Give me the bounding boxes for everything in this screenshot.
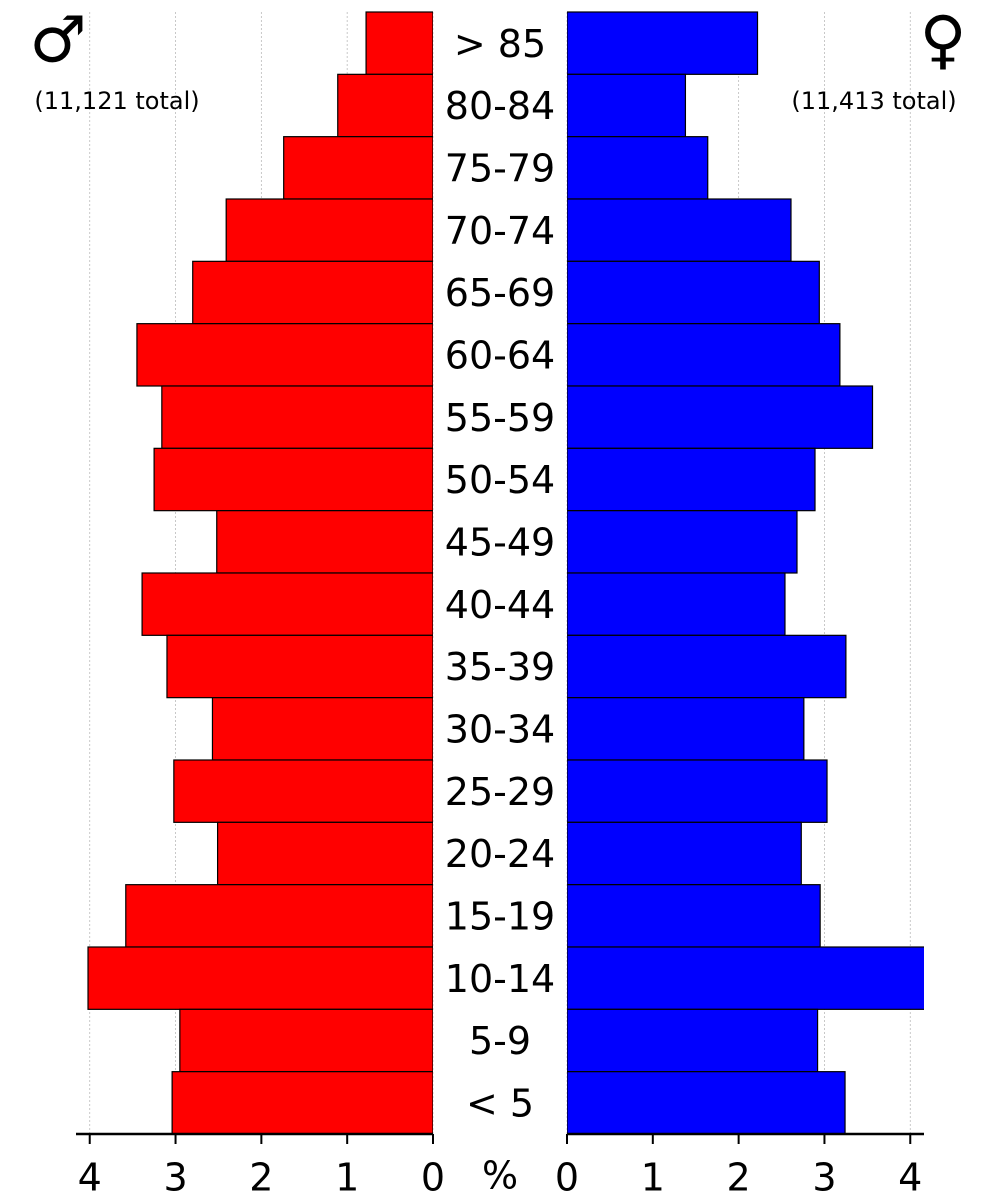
bar bbox=[567, 946, 924, 1010]
bar bbox=[567, 821, 802, 886]
x-tick-label-right: 0 bbox=[555, 1156, 579, 1200]
category-label: 10-14 bbox=[445, 957, 555, 1001]
bar bbox=[567, 385, 874, 449]
x-tick-label-right: 2 bbox=[727, 1156, 751, 1200]
bar bbox=[153, 447, 433, 512]
category-label: 75-79 bbox=[445, 146, 555, 190]
category-label: 35-39 bbox=[445, 645, 555, 689]
legend-male: ♂ bbox=[29, 4, 86, 78]
bar bbox=[567, 1071, 846, 1134]
category-label: < 5 bbox=[466, 1081, 534, 1125]
bar bbox=[567, 572, 786, 636]
bar bbox=[365, 11, 433, 75]
bar bbox=[567, 11, 759, 75]
category-label: 65-69 bbox=[445, 271, 555, 315]
x-tick-label-right: 3 bbox=[812, 1156, 836, 1200]
bar bbox=[567, 136, 709, 200]
male-total: (11,121 total) bbox=[34, 87, 199, 115]
x-tick-label-left: 4 bbox=[78, 1156, 102, 1200]
bar bbox=[87, 946, 433, 1010]
bar bbox=[567, 198, 792, 262]
bar bbox=[567, 697, 805, 761]
x-tick-label-left: 1 bbox=[335, 1156, 359, 1200]
x-tick-label-right: 4 bbox=[898, 1156, 922, 1200]
bar bbox=[211, 697, 433, 761]
category-label: 50-54 bbox=[445, 458, 555, 502]
bar bbox=[567, 323, 841, 387]
bar bbox=[216, 510, 433, 574]
bar bbox=[337, 73, 433, 138]
x-tick-label-right: 1 bbox=[641, 1156, 665, 1200]
bar bbox=[161, 385, 433, 449]
bar bbox=[136, 323, 433, 387]
category-label: 60-64 bbox=[445, 333, 555, 377]
bar bbox=[567, 447, 816, 512]
category-label: 70-74 bbox=[445, 209, 555, 253]
female-total: (11,413 total) bbox=[791, 87, 956, 115]
labels: > 85 80-84 75-79 70-74 65-69 60-64 55-59 50-54 4… bbox=[445, 22, 555, 1126]
x-tick-label-left: 3 bbox=[163, 1156, 187, 1200]
legend-female: ♀ bbox=[920, 4, 967, 78]
axis-label: % bbox=[482, 1154, 518, 1198]
category-label: > 85 bbox=[454, 22, 546, 66]
bar bbox=[141, 572, 433, 636]
bar bbox=[125, 884, 433, 948]
bar bbox=[567, 1008, 819, 1073]
bar bbox=[567, 759, 828, 823]
category-label: 55-59 bbox=[445, 396, 555, 440]
bar bbox=[567, 510, 798, 574]
bar bbox=[173, 759, 433, 823]
x-tick-label-left: 2 bbox=[249, 1156, 273, 1200]
category-label: 5-9 bbox=[469, 1019, 531, 1063]
category-label: 30-34 bbox=[445, 707, 555, 751]
bar bbox=[192, 260, 433, 325]
category-label: 20-24 bbox=[445, 832, 555, 876]
category-label: 80-84 bbox=[445, 84, 555, 128]
bar bbox=[225, 198, 433, 262]
bar bbox=[216, 821, 433, 886]
category-label: 45-49 bbox=[445, 520, 555, 564]
category-label: 25-29 bbox=[445, 770, 555, 814]
category-label: 15-19 bbox=[445, 894, 555, 938]
bar bbox=[567, 884, 821, 948]
bar bbox=[567, 73, 687, 138]
x-tick-label-left: 0 bbox=[421, 1156, 445, 1200]
bar bbox=[166, 634, 433, 699]
bars bbox=[87, 11, 924, 1134]
bar bbox=[567, 260, 820, 325]
bar bbox=[567, 634, 847, 699]
category-label: 40-44 bbox=[445, 583, 555, 627]
bar bbox=[171, 1071, 433, 1134]
bar bbox=[179, 1008, 433, 1073]
bar bbox=[283, 136, 433, 200]
